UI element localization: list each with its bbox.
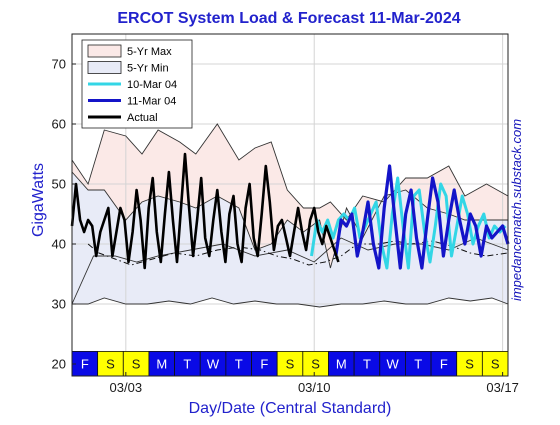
day-label: T [363, 356, 371, 371]
day-cell [353, 350, 381, 377]
y-tick-label: 20 [52, 357, 66, 372]
legend-swatch [87, 44, 122, 58]
y-tick-label: 30 [52, 297, 66, 312]
day-label: T [414, 356, 422, 371]
day-cell [405, 350, 432, 377]
day-label: S [465, 356, 474, 371]
chart-title: ERCOT System Load & Forecast 11-Mar-2024 [117, 10, 460, 27]
day-cell [430, 350, 458, 377]
day-label: T [235, 356, 243, 371]
x-tick-label: 03/17 [486, 380, 519, 395]
day-label: S [311, 356, 320, 371]
day-label: S [286, 356, 295, 371]
day-cell [328, 350, 355, 377]
x-tick-label: 03/10 [298, 380, 331, 395]
day-cell [481, 350, 509, 377]
x-tick-label: 03/03 [110, 380, 143, 395]
day-cell [122, 350, 150, 377]
legend-label: 11-Mar 04 [127, 96, 176, 108]
day-label: T [183, 356, 191, 371]
max-line [71, 123, 509, 221]
y-tick-label: 40 [52, 237, 66, 252]
y-tick-label: 60 [52, 117, 66, 132]
day-label: W [207, 356, 220, 371]
day-cell [276, 350, 304, 377]
forecast-11mar-line [334, 164, 510, 270]
legend-label: 10-Mar 04 [127, 79, 177, 91]
day-label: F [81, 356, 89, 371]
day-label: S [132, 356, 141, 371]
axes-frame [71, 33, 509, 377]
day-label: S [491, 356, 500, 371]
legend-label: 5-Yr Max [127, 46, 172, 58]
day-label: S [106, 356, 115, 371]
day-label: F [260, 356, 268, 371]
min-line [72, 297, 509, 308]
day-cell [174, 350, 201, 377]
day-label: W [386, 356, 399, 371]
forecast-10mar-line [310, 176, 507, 270]
day-label: M [156, 356, 167, 371]
y-axis-label: GigaWatts [30, 163, 47, 237]
day-label: F [440, 356, 448, 371]
source-label: impedancematch.substack.com [509, 119, 524, 301]
dashdot-line [87, 240, 509, 266]
day-cell [225, 350, 252, 377]
legend-label: 5-Yr Min [127, 63, 169, 75]
x-axis-label: Day/Date (Central Standard) [189, 400, 392, 417]
max-band [72, 124, 508, 268]
legend: 5-Yr Max 5-Yr Min 10-Mar 04 11-Mar 04 Actual [81, 39, 193, 129]
actual-line [70, 152, 340, 270]
legend-swatch [87, 61, 122, 74]
y-tick-label: 50 [52, 177, 66, 192]
day-label: M [336, 356, 347, 371]
y-tick-label: 70 [52, 57, 66, 72]
legend-label: Actual [127, 112, 158, 124]
day-cell [456, 350, 483, 377]
